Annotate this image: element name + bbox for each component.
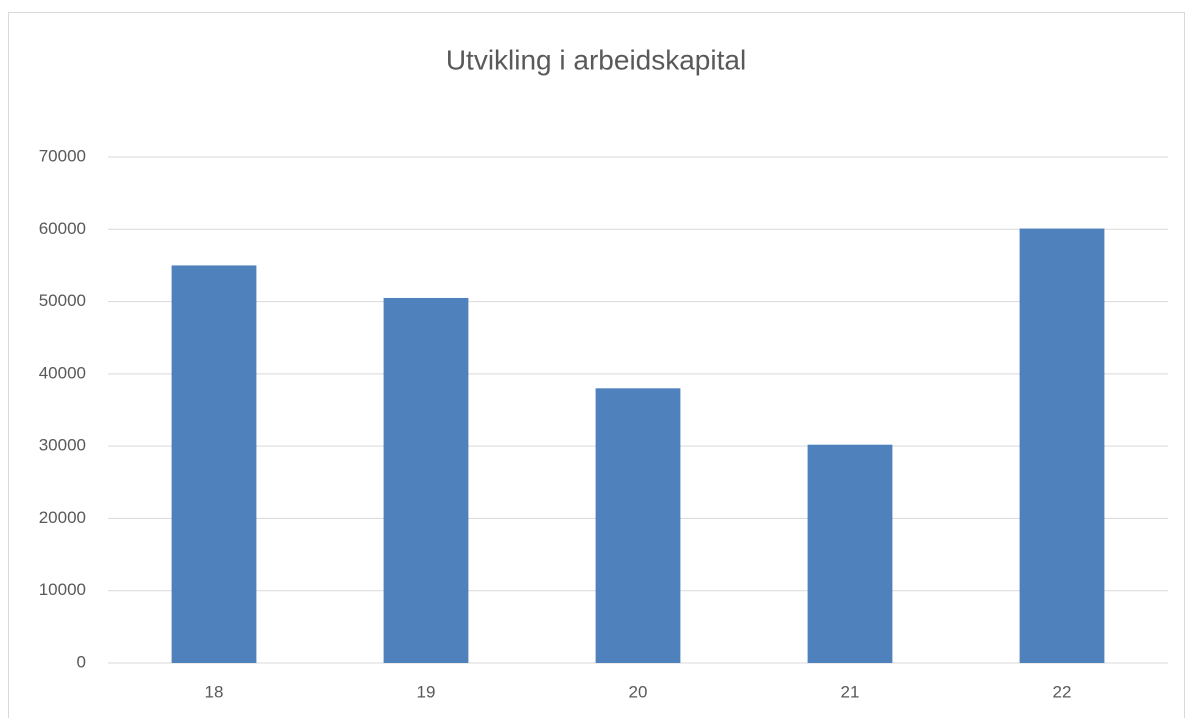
- x-tick-label: 20: [629, 682, 648, 701]
- chart-title: Utvikling i arbeidskapital: [446, 44, 746, 75]
- y-tick-label: 50000: [39, 291, 86, 310]
- y-tick-label: 0: [77, 652, 86, 671]
- x-tick-label: 19: [417, 682, 436, 701]
- y-tick-label: 10000: [39, 580, 86, 599]
- y-tick-label: 70000: [39, 146, 86, 165]
- x-tick-label: 18: [205, 682, 224, 701]
- bar: [807, 444, 893, 663]
- x-tick-label: 22: [1053, 682, 1072, 701]
- bar: [1019, 228, 1105, 663]
- y-tick-label: 30000: [39, 436, 86, 455]
- bar: [383, 297, 469, 663]
- bar: [595, 388, 681, 663]
- y-tick-label: 60000: [39, 219, 86, 238]
- bar: [171, 265, 257, 663]
- y-tick-label: 40000: [39, 363, 86, 382]
- y-tick-label: 20000: [39, 508, 86, 527]
- x-tick-label: 21: [841, 682, 860, 701]
